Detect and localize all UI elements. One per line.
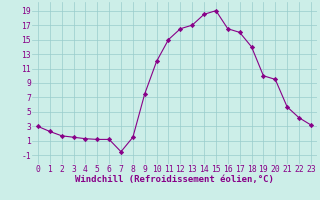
X-axis label: Windchill (Refroidissement éolien,°C): Windchill (Refroidissement éolien,°C) bbox=[75, 175, 274, 184]
